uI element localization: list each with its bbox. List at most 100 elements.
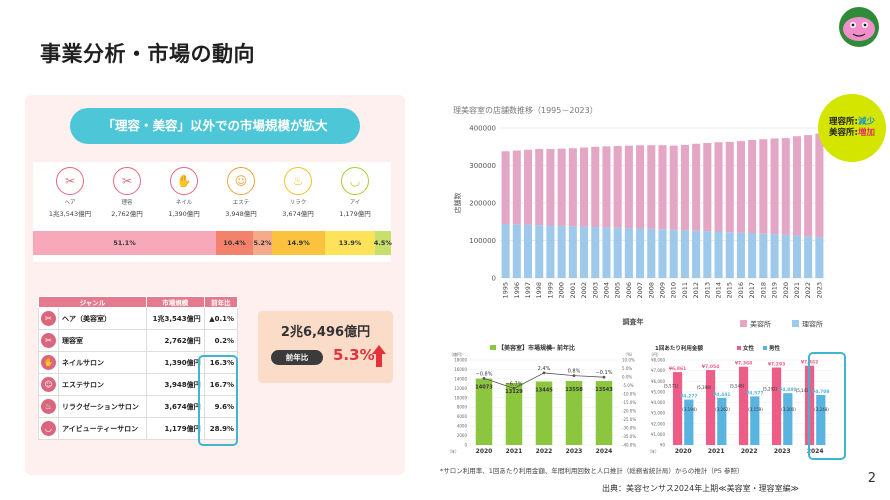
x-unit-label: （年） bbox=[647, 448, 659, 454]
bar-value-label: ¥7,293 bbox=[768, 362, 785, 368]
y-tick-label: 0 bbox=[492, 275, 496, 283]
bar-美容所 bbox=[512, 150, 521, 225]
decrease-text: 減少 bbox=[857, 117, 875, 127]
y-axis-label: 店舗数 bbox=[453, 193, 462, 214]
category-value: 3,674億円 bbox=[282, 210, 314, 218]
table-cell-size: 3,674億円 bbox=[145, 395, 205, 418]
bar-理容所 bbox=[568, 226, 577, 278]
category-eye: ◡ アイ 1,179億円 bbox=[329, 167, 381, 218]
legend-swatch bbox=[763, 346, 767, 350]
x-tick-label: 2016 bbox=[737, 282, 745, 299]
bar-美容所 bbox=[714, 142, 723, 232]
bar-value-label: ¥4,880 bbox=[779, 387, 796, 393]
hair-icon: ✂ bbox=[56, 167, 84, 195]
bar-男性 bbox=[717, 397, 727, 445]
bar-value-label: 13129 bbox=[505, 389, 523, 395]
x-tick-label: 2021 bbox=[793, 282, 801, 299]
x-tick-label: 2023 bbox=[815, 282, 823, 299]
table-header-yoy: 前年比 bbox=[203, 296, 239, 308]
y-tick-label: 4000 bbox=[457, 424, 468, 429]
legend-swatch bbox=[737, 346, 741, 350]
bar-理容所 bbox=[636, 228, 645, 278]
bar-美容所 bbox=[591, 146, 600, 227]
bar-value-label: ¥7,054 bbox=[702, 364, 719, 370]
increase-text: 増加 bbox=[857, 128, 875, 138]
bar-理容所 bbox=[725, 232, 734, 278]
bar-美容所 bbox=[546, 149, 555, 226]
x-tick-label: 1998 bbox=[535, 282, 543, 299]
x-tick-label: 1996 bbox=[513, 282, 521, 299]
bar-女性 bbox=[771, 367, 782, 445]
category-barber: ✂ 理容 2,762億円 bbox=[101, 167, 153, 218]
bar-美容所 bbox=[770, 138, 779, 235]
x-tick-label: 2021 bbox=[708, 448, 725, 455]
table-cell-yoy: ▲0.1% bbox=[203, 307, 239, 330]
chart-title: 1回あたり利用金額 bbox=[655, 344, 703, 352]
eye-icon: ◡ bbox=[41, 421, 56, 436]
y-tick-label: 8000 bbox=[457, 405, 468, 410]
bar-理容所 bbox=[736, 232, 745, 278]
category-relax: ♨ リラク 3,674億円 bbox=[272, 167, 324, 218]
extra-value-label: (3,159) bbox=[748, 407, 763, 412]
bar-美容所 bbox=[557, 148, 566, 226]
bar-美容所 bbox=[792, 136, 802, 236]
bar-理容所 bbox=[714, 231, 723, 278]
bar-理容所 bbox=[602, 227, 611, 278]
x-tick-label: 2023 bbox=[774, 448, 791, 455]
x-tick-label: 1995 bbox=[502, 282, 510, 299]
y2-tick-label: 0.0% bbox=[622, 375, 632, 380]
page-number: 2 bbox=[867, 471, 876, 486]
bar-美容所 bbox=[636, 145, 645, 229]
table-cell-genre: ネイルサロン bbox=[58, 351, 147, 374]
highlight-2024-box bbox=[808, 352, 846, 460]
barber-icon: ✂ bbox=[113, 167, 141, 195]
x-unit-label: （年） bbox=[447, 448, 459, 454]
line-value-label: 2.4% bbox=[538, 366, 551, 372]
x-tick-label: 2014 bbox=[715, 282, 723, 299]
bar-美容所 bbox=[759, 139, 768, 234]
y-tick-label: ¥0 bbox=[660, 443, 666, 448]
total-value-label: (5,571) bbox=[664, 383, 679, 388]
table-cell-genre: エステサロン bbox=[58, 373, 147, 396]
mascot-logo bbox=[839, 7, 879, 47]
y-tick-label: 2000 bbox=[457, 433, 468, 438]
category-name: ネイル bbox=[175, 200, 193, 206]
bar-理容所 bbox=[804, 236, 813, 278]
line-value-label: 0.8% bbox=[568, 369, 581, 375]
bar-美容所 bbox=[535, 149, 544, 226]
y-tick-label: ¥4,000 bbox=[651, 400, 665, 405]
table-row: ☺ エステサロン 3,948億円 16.7% bbox=[38, 373, 239, 396]
table-cell-genre: ヘア（美容室） bbox=[58, 307, 147, 330]
total-value-label: (5,292) bbox=[763, 386, 778, 391]
category-card: ✂ ヘア 1兆3,543億円 ✂ 理容 2,762億円 ✋ ネイル 1,390億… bbox=[33, 162, 392, 262]
y2-tick-label: -25.0% bbox=[622, 417, 636, 422]
y2-tick-label: -10.0% bbox=[622, 392, 636, 397]
bar-美容所 bbox=[613, 146, 622, 228]
arrow-up-icon bbox=[372, 345, 386, 367]
x-tick-label: 2009 bbox=[659, 282, 667, 299]
x-tick-label: 2022 bbox=[536, 448, 553, 455]
bar-理容所 bbox=[669, 229, 678, 278]
bar-理容所 bbox=[546, 225, 555, 278]
market-bar bbox=[595, 381, 613, 445]
total-value-label: (5,398) bbox=[697, 385, 712, 390]
x-tick-label: 2011 bbox=[681, 282, 689, 299]
bar-理容所 bbox=[792, 235, 802, 278]
bar-理容所 bbox=[512, 224, 521, 278]
bar-女性 bbox=[672, 372, 683, 445]
bar-美容所 bbox=[680, 144, 689, 231]
y-tick-label: 14000 bbox=[454, 376, 467, 381]
y2-tick-label: -30.0% bbox=[622, 426, 636, 431]
yoy-point bbox=[512, 386, 516, 390]
yoy-point bbox=[482, 376, 486, 380]
bar-美容所 bbox=[647, 145, 656, 229]
y-tick-label: 300000 bbox=[469, 162, 496, 170]
y2-tick-label: 5.0% bbox=[622, 366, 632, 371]
x-tick-label: 2024 bbox=[807, 448, 824, 455]
x-tick-label: 2020 bbox=[476, 448, 493, 455]
category-hair: ✂ ヘア 1兆3,543億円 bbox=[44, 167, 96, 218]
y-tick-label: 18000 bbox=[454, 358, 467, 363]
bar-理容所 bbox=[613, 227, 622, 278]
x-tick-label: 2007 bbox=[636, 282, 644, 299]
yoy-highlight-box bbox=[198, 355, 238, 446]
